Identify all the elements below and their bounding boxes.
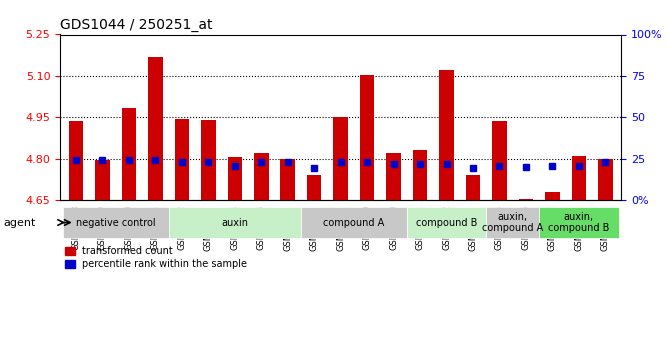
Bar [492, 121, 507, 200]
Bar [413, 150, 428, 200]
Text: auxin,
compound A: auxin, compound A [482, 212, 543, 233]
Bar [148, 57, 163, 200]
FancyBboxPatch shape [486, 207, 539, 238]
Bar [598, 159, 613, 200]
Text: agent: agent [4, 218, 36, 227]
Bar [545, 192, 560, 200]
Bar [174, 119, 189, 200]
Bar [386, 153, 401, 200]
Text: compound A: compound A [323, 218, 385, 227]
Bar [440, 70, 454, 200]
Bar [572, 156, 587, 200]
Bar [254, 153, 269, 200]
Text: GDS1044 / 250251_at: GDS1044 / 250251_at [60, 18, 212, 32]
Bar [201, 119, 216, 200]
Text: compound B: compound B [416, 218, 477, 227]
Bar [96, 160, 110, 200]
Bar [281, 159, 295, 200]
FancyBboxPatch shape [63, 207, 168, 238]
Bar [360, 75, 375, 200]
Bar [466, 175, 480, 200]
FancyBboxPatch shape [168, 207, 301, 238]
Bar [228, 157, 242, 200]
FancyBboxPatch shape [407, 207, 486, 238]
Bar [307, 175, 321, 200]
Text: auxin: auxin [221, 218, 248, 227]
Bar [333, 117, 348, 200]
Bar [69, 121, 84, 200]
Bar [518, 199, 533, 200]
FancyBboxPatch shape [301, 207, 407, 238]
Text: negative control: negative control [76, 218, 156, 227]
Legend: transformed count, percentile rank within the sample: transformed count, percentile rank withi… [65, 246, 247, 269]
Text: auxin,
compound B: auxin, compound B [548, 212, 610, 233]
FancyBboxPatch shape [539, 207, 619, 238]
Bar [122, 108, 136, 200]
